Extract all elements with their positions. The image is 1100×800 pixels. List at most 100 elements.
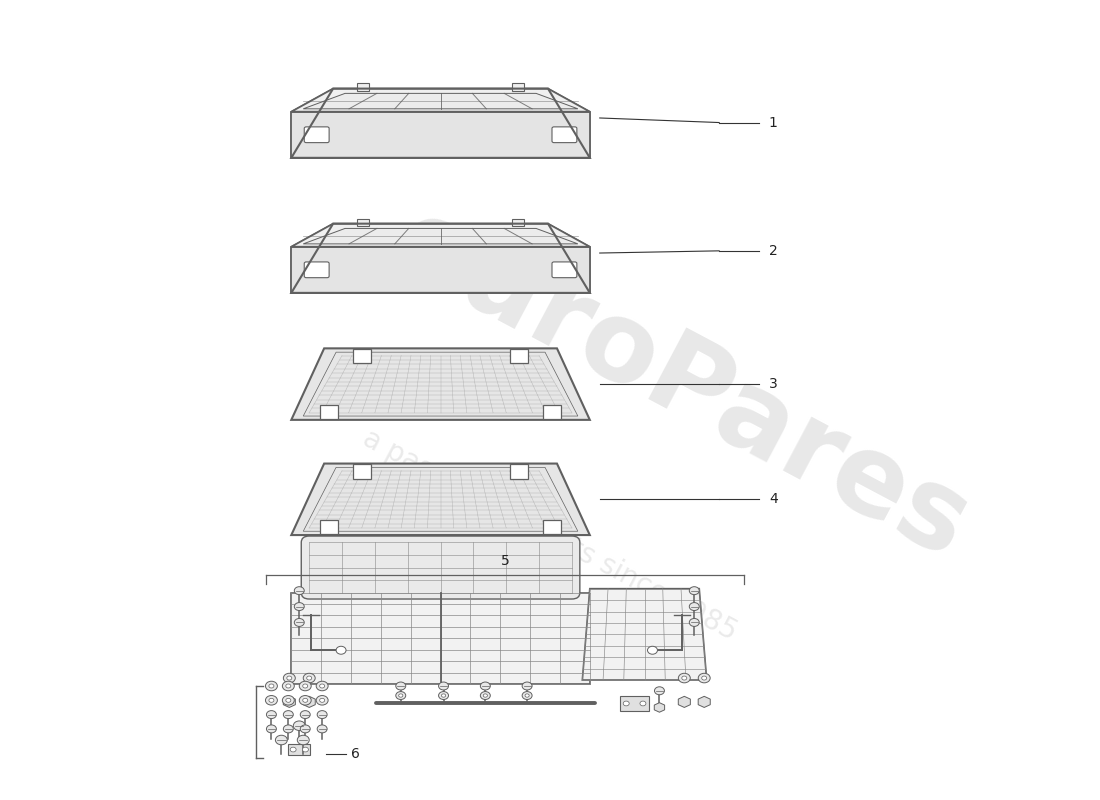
Circle shape — [265, 682, 277, 690]
Text: 6: 6 — [351, 746, 360, 761]
Bar — [510, 464, 528, 478]
Circle shape — [266, 710, 276, 718]
Circle shape — [304, 674, 316, 683]
Circle shape — [284, 674, 295, 683]
FancyBboxPatch shape — [305, 127, 329, 142]
Circle shape — [316, 695, 328, 705]
Circle shape — [702, 676, 706, 680]
Circle shape — [302, 698, 308, 702]
FancyBboxPatch shape — [552, 127, 576, 142]
Circle shape — [398, 694, 403, 698]
Bar — [510, 349, 528, 363]
Circle shape — [481, 682, 491, 690]
Circle shape — [268, 698, 274, 702]
Bar — [320, 405, 338, 419]
Polygon shape — [548, 224, 590, 293]
Text: 3: 3 — [769, 377, 778, 391]
Text: a passion for parts since 1985: a passion for parts since 1985 — [359, 424, 741, 646]
Circle shape — [302, 747, 308, 752]
Circle shape — [481, 691, 491, 699]
Polygon shape — [292, 224, 333, 293]
Circle shape — [275, 735, 287, 745]
Circle shape — [682, 676, 686, 680]
Circle shape — [295, 602, 305, 610]
Polygon shape — [292, 224, 590, 246]
Circle shape — [317, 725, 327, 733]
Circle shape — [320, 684, 324, 688]
FancyBboxPatch shape — [305, 262, 329, 278]
Circle shape — [624, 701, 629, 706]
Circle shape — [648, 646, 658, 654]
Bar — [292, 593, 590, 684]
Polygon shape — [284, 696, 296, 707]
Bar — [288, 744, 310, 754]
FancyBboxPatch shape — [552, 262, 576, 278]
Circle shape — [525, 694, 529, 698]
Circle shape — [654, 686, 664, 694]
Polygon shape — [698, 696, 711, 707]
Circle shape — [679, 674, 691, 683]
Circle shape — [284, 710, 294, 718]
Polygon shape — [292, 246, 590, 293]
Polygon shape — [548, 89, 590, 158]
Circle shape — [439, 682, 449, 690]
Text: 2: 2 — [769, 244, 778, 258]
Polygon shape — [679, 696, 691, 707]
Circle shape — [337, 646, 346, 654]
Circle shape — [268, 684, 274, 688]
Circle shape — [283, 695, 295, 705]
Circle shape — [396, 691, 406, 699]
Circle shape — [307, 676, 311, 680]
Circle shape — [320, 698, 324, 702]
Circle shape — [302, 684, 308, 688]
Text: 5: 5 — [500, 554, 509, 569]
Polygon shape — [304, 696, 316, 707]
Bar — [320, 520, 338, 534]
Polygon shape — [304, 229, 578, 244]
Circle shape — [287, 676, 292, 680]
Circle shape — [299, 695, 311, 705]
Circle shape — [265, 695, 277, 705]
Polygon shape — [654, 702, 664, 712]
Circle shape — [483, 694, 487, 698]
Circle shape — [299, 682, 311, 690]
Polygon shape — [582, 589, 706, 680]
Circle shape — [441, 694, 446, 698]
Bar — [353, 464, 371, 478]
Circle shape — [284, 725, 294, 733]
Circle shape — [439, 691, 449, 699]
Circle shape — [317, 710, 327, 718]
Bar — [358, 218, 368, 226]
Circle shape — [640, 701, 646, 706]
Circle shape — [266, 725, 276, 733]
Bar — [619, 696, 649, 710]
Circle shape — [295, 586, 305, 594]
Text: 4: 4 — [769, 492, 778, 506]
Circle shape — [286, 698, 290, 702]
Polygon shape — [292, 112, 590, 158]
Circle shape — [690, 586, 700, 594]
Circle shape — [295, 618, 305, 626]
Bar — [358, 83, 368, 91]
Bar — [513, 218, 524, 226]
Bar — [543, 405, 561, 419]
Text: 1: 1 — [769, 115, 778, 130]
Polygon shape — [292, 463, 590, 535]
Circle shape — [698, 674, 711, 683]
Polygon shape — [292, 89, 590, 112]
Circle shape — [690, 602, 700, 610]
Circle shape — [316, 682, 328, 690]
Circle shape — [286, 684, 290, 688]
Circle shape — [283, 682, 295, 690]
Circle shape — [396, 682, 406, 690]
Circle shape — [522, 691, 532, 699]
Bar — [543, 520, 561, 534]
Circle shape — [690, 618, 700, 626]
Text: euroPares: euroPares — [376, 188, 987, 581]
Bar — [353, 349, 371, 363]
Polygon shape — [292, 348, 590, 420]
FancyBboxPatch shape — [301, 536, 580, 599]
Circle shape — [300, 710, 310, 718]
Circle shape — [522, 682, 532, 690]
Circle shape — [290, 747, 296, 752]
